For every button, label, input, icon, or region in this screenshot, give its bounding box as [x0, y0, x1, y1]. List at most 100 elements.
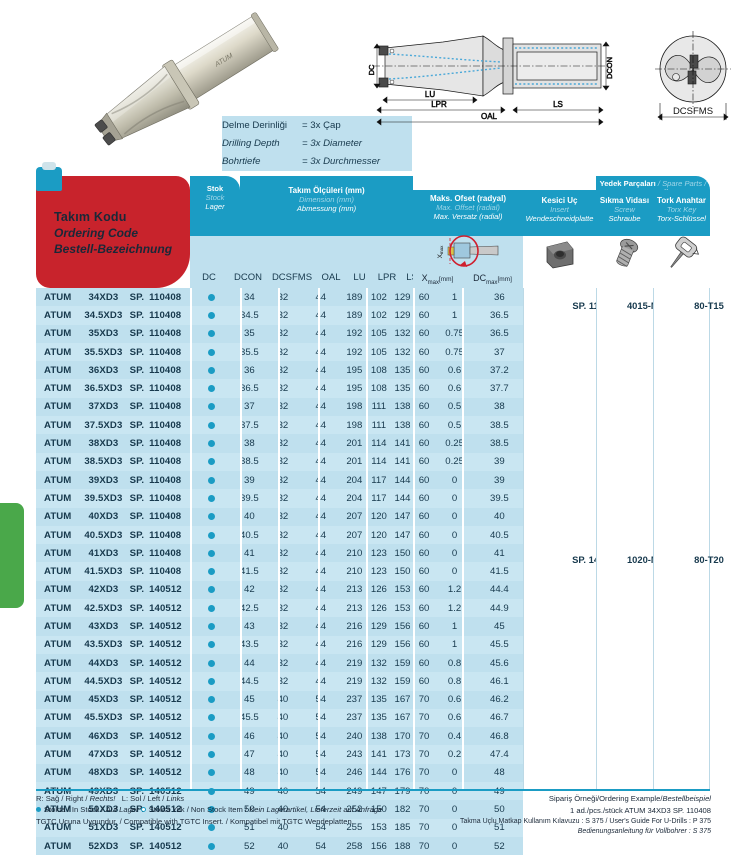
table-row[interactable]: ATUM 49XD3 SP. 140512 49 40 54 249 147 179 70 0 49	[36, 782, 523, 801]
table-row[interactable]: ATUM 51XD3 SP. 140512 51 40 54 255 153 185 70 0 51	[36, 818, 523, 837]
table-row[interactable]: ATUM 40XD3 SP. 110408 40 32 44 207 120 147 60 0 40	[36, 507, 523, 526]
row-oal: 210	[346, 566, 363, 578]
table-row[interactable]: ATUM 45.5XD3 SP. 140512 45.5 40 54 237 135 167 70 0…	[36, 708, 523, 728]
in-stock-dot-icon	[208, 421, 215, 429]
table-row[interactable]: ATUM 41XD3 SP. 110408 41 32 44 210 123 150 60 0 41	[36, 544, 523, 563]
row-lpr: 188	[394, 840, 411, 852]
in-stock-dot-icon	[208, 531, 215, 539]
code-prefix: ATUM	[44, 309, 72, 321]
code-size: 51XD3	[88, 822, 119, 834]
row-dcsfms: 44	[315, 419, 327, 431]
row-ordering-code: ATUM 38XD3 SP. 110408	[36, 438, 190, 449]
table-row[interactable]: ATUM 34XD3 SP. 110408 34 32 44 189 102 129 60 1 36	[36, 288, 523, 307]
table-row[interactable]: ATUM 35.5XD3 SP. 110408 35.5 32 44 192 105 132 60 0…	[36, 342, 523, 362]
row-lpr: 176	[394, 767, 411, 779]
code-sp: SP.	[129, 584, 145, 596]
footer-line2-c: Stokta Yok / Non Stock Item /	[148, 805, 248, 815]
section-tab-teal[interactable]	[36, 162, 62, 191]
code-sp: SP.	[129, 639, 145, 651]
screw-header-en: Screw	[614, 205, 635, 214]
table-row[interactable]: ATUM 43XD3 SP. 140512 43 32 44 216 129 156 60 1 45	[36, 617, 523, 636]
table-row[interactable]: ATUM 42.5XD3 SP. 140512 42.5 32 44 213 126 153 60 1…	[36, 599, 523, 618]
row-ls: 70	[418, 712, 430, 724]
row-dcmax: 38.5	[489, 419, 509, 431]
row-ordering-code: ATUM 44XD3 SP. 140512	[36, 658, 190, 669]
row-stock-status	[190, 696, 233, 704]
code-sp: SP.	[129, 291, 145, 303]
row-ordering-code: ATUM 35XD3 SP. 110408	[36, 328, 190, 339]
code-size: 37.5XD3	[84, 419, 123, 431]
footer-line1-b: Rechts!	[89, 794, 116, 803]
row-dcmax: 36.5	[489, 309, 509, 321]
row-stock-status	[190, 641, 233, 649]
code-prefix: ATUM	[44, 803, 72, 815]
row-dc: 39	[244, 474, 255, 486]
insert-header-en: Insert	[550, 205, 569, 214]
code-insert: 140512	[149, 749, 182, 761]
table-row[interactable]: ATUM 35XD3 SP. 110408 35 32 44 192 105 132 60 0.75 3…	[36, 324, 523, 343]
table-row[interactable]: ATUM 42XD3 SP. 140512 42 32 44 213 126 153 60 1.2 44…	[36, 580, 523, 600]
row-dcsfms: 54	[315, 694, 327, 706]
row-lpr: 150	[394, 566, 411, 578]
row-dcsfms: 54	[315, 840, 327, 852]
in-stock-dot-icon	[208, 805, 215, 813]
row-ordering-code: ATUM 39.5XD3 SP. 110408	[36, 493, 190, 504]
depth-value-de: = 3x Durchmesser	[302, 156, 381, 168]
ordering-example-label: Sipariş Örneği/Ordering Example/	[548, 794, 663, 803]
table-row[interactable]: ATUM 41.5XD3 SP. 110408 41.5 32 44 210 123 150 60 0…	[36, 562, 523, 581]
col-dcon: DCON	[234, 272, 262, 283]
code-sp: SP.	[129, 840, 145, 852]
table-row[interactable]: ATUM 37.5XD3 SP. 110408 37.5 32 44 198 111 138 60 0…	[36, 416, 523, 435]
dimension-header-en: Dimension (mm)	[298, 195, 354, 204]
table-row[interactable]: ATUM 39XD3 SP. 110408 39 32 44 204 117 144 60 0 39	[36, 470, 523, 490]
table-row[interactable]: ATUM 48XD3 SP. 140512 48 40 54 246 144 176 70 0 48	[36, 763, 523, 783]
row-oal: 216	[346, 639, 363, 651]
in-stock-dot-icon	[208, 385, 215, 393]
depth-value-en: = 3x Diameter	[302, 137, 362, 149]
row-dc: 41.5	[240, 566, 259, 578]
code-prefix: ATUM	[44, 511, 72, 523]
table-row[interactable]: ATUM 38.5XD3 SP. 110408 38.5 32 44 201 114 141 60 0…	[36, 452, 523, 471]
section-tab-green[interactable]	[0, 503, 24, 608]
in-stock-dot-icon	[208, 824, 215, 832]
table-row[interactable]: ATUM 43.5XD3 SP. 140512 43.5 32 44 216 129 156 60 1…	[36, 635, 523, 654]
code-insert: 110408	[149, 566, 182, 578]
table-row[interactable]: ATUM 34.5XD3 SP. 110408 34.5 32 44 189 102 129 60 1…	[36, 306, 523, 325]
table-row[interactable]: ATUM 39.5XD3 SP. 110408 39.5 32 44 204 117 144 60 0…	[36, 489, 523, 508]
row-dcmax: 40.5	[489, 529, 509, 541]
table-row[interactable]: ATUM 40.5XD3 SP. 110408 40.5 32 44 207 120 147 60 0…	[36, 525, 523, 545]
table-row[interactable]: ATUM 36.5XD3 SP. 110408 36.5 32 44 195 108 135 60 0…	[36, 379, 523, 398]
code-sp: SP.	[129, 712, 145, 724]
spare-parts-en: Spare Parts	[662, 179, 703, 188]
row-stock-status	[190, 330, 233, 338]
row-dcmax: 38.5	[489, 438, 509, 450]
code-sp: SP.	[129, 364, 145, 376]
row-lu: 153	[370, 822, 387, 834]
table-row[interactable]: ATUM 45XD3 SP. 140512 45 40 54 237 135 167 70 0.6 46…	[36, 690, 523, 709]
row-ls: 70	[418, 749, 430, 761]
row-lpr: 144	[394, 492, 411, 504]
ordering-code-header: Takım Kodu Ordering Code Bestell-Bezeich…	[36, 176, 190, 288]
row-oal: 258	[346, 840, 363, 852]
code-sp: SP.	[129, 657, 145, 669]
table-row[interactable]: ATUM 47XD3 SP. 140512 47 40 54 243 141 173 70 0.2 47…	[36, 745, 523, 764]
row-stock-status	[190, 549, 233, 557]
spare-torx-value-1: 80-T15	[694, 300, 724, 311]
row-ls: 60	[418, 419, 430, 431]
table-row[interactable]: ATUM 38XD3 SP. 110408 38 32 44 201 114 141 60 0.25 3…	[36, 434, 523, 453]
row-oal: 240	[346, 730, 363, 742]
table-row[interactable]: ATUM 44XD3 SP. 140512 44 32 44 219 132 159 60 0.8 45…	[36, 653, 523, 673]
row-ls: 60	[418, 346, 430, 358]
guide-reference-2: Bedienungsanleitung für Vollbohrer : S 3…	[577, 828, 711, 836]
table-row[interactable]: ATUM 50XD3 SP. 140512 50 40 54 252 150 182 70 0 50	[36, 800, 523, 819]
col-lu: LU	[353, 272, 366, 283]
table-row[interactable]: ATUM 46XD3 SP. 140512 46 40 54 240 138 170 70 0.4 46…	[36, 727, 523, 746]
code-insert: 140512	[149, 584, 182, 596]
table-row[interactable]: ATUM 37XD3 SP. 110408 37 32 44 198 111 138 60 0.5 38	[36, 397, 523, 417]
footer-line1-c: L: Sol / Left /	[121, 794, 165, 803]
table-row[interactable]: ATUM 44.5XD3 SP. 140512 44.5 32 44 219 132 159 60 0…	[36, 672, 523, 691]
row-dcsfms: 44	[315, 602, 327, 614]
table-row[interactable]: ATUM 36XD3 SP. 110408 36 32 44 195 108 135 60 0.6 37…	[36, 361, 523, 380]
row-dcon: 40	[277, 822, 289, 834]
table-body: ATUM 34XD3 SP. 110408 34 32 44 189 102 129 60 1 36 AT…	[36, 288, 523, 855]
